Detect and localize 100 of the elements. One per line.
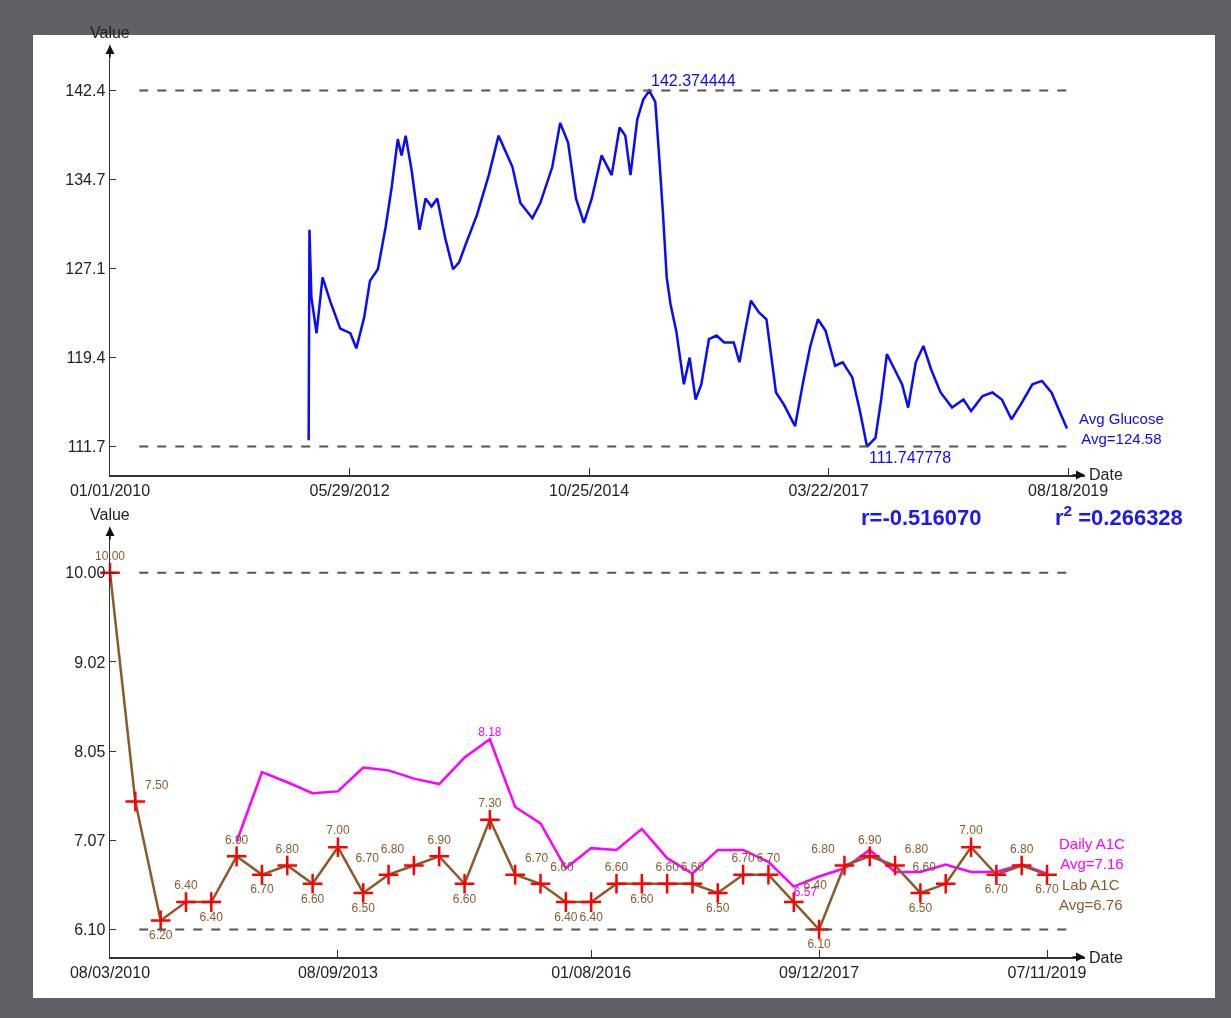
data-label: 7.00 [959,823,984,838]
point [1010,854,1033,877]
data-label: 6.70 [1035,882,1060,897]
point [225,845,248,868]
y-tick-label: 8.05 [74,742,106,760]
data-label: 7.00 [326,823,350,838]
point [554,891,577,914]
y-tick-label: 9.02 [74,653,106,671]
point [858,845,881,868]
point [833,854,856,877]
x-tick-label: 08/09/2013 [297,963,379,981]
data-label: 6.80 [904,841,929,856]
data-label: 6.80 [275,841,300,856]
x-tick-label: 09/12/2017 [779,963,860,981]
x-tick-label: 05/29/2012 [309,481,390,499]
point [706,881,729,905]
point [934,872,957,895]
point [453,872,476,895]
annotation: r$^{2}$ =0.266328 [1055,502,1183,531]
data-label: 6.60 [550,860,574,875]
y-tick-label: 127.1 [65,260,106,278]
point [402,854,425,877]
point [985,863,1008,886]
data-label: 6.50 [351,900,376,915]
x-axis-title: Date [1089,466,1123,483]
y-axis-title: Value [90,506,130,523]
data-label: 6.60 [630,891,654,906]
point [301,872,324,895]
data-label: 6.40 [174,878,198,893]
data-label: 6.70 [524,850,549,865]
data-label: 6.90 [427,832,452,847]
point [250,863,273,886]
y-tick-label: 111.7 [67,438,106,456]
y-tick-label: 10.00 [65,564,106,582]
x-tick-label: 01/01/2010 [69,481,151,499]
data-label: 6.40 [554,909,578,924]
data-label: 6.70 [984,882,1009,897]
point [276,854,299,877]
series-label: Avg Glucose Avg=124.58 [1079,410,1164,447]
y-tick-label: 119.4 [66,349,106,367]
data-label: 6.80 [811,841,835,856]
data-label: 6.60 [452,891,477,906]
point [377,863,400,886]
annotation: 142.374444 [651,72,736,89]
point [529,872,552,895]
x-tick-label: 08/18/2019 [1028,481,1109,499]
data-label: 6.90 [858,832,882,847]
data-label: 6.40 [199,909,224,924]
data-label: 7.50 [145,777,169,792]
data-label: 6.80 [380,841,405,856]
x-tick-label: 01/08/2016 [551,963,632,981]
series-label: Daily A1C Avg=7.16 [1059,835,1126,872]
series-label: Lab A1C Avg=6.76 [1059,876,1123,913]
x-tick-label: 07/11/2019 [1007,963,1087,981]
point [681,872,704,895]
data-label: 7.30 [478,796,502,811]
x-tick-label: 10/25/2014 [549,481,630,499]
data-label: 6.60 [655,860,680,875]
x-tick-label: 08/03/2010 [69,963,151,981]
point [884,854,907,877]
point [478,808,501,831]
y-tick-label: 7.07 [74,831,106,849]
data-label: 6.10 [807,937,832,952]
x-tick-label: 03/22/2017 [788,481,869,499]
y-tick-label: 6.10 [74,921,106,939]
y-tick-label: 134.7 [65,171,106,189]
point [124,790,147,813]
data-label: 8.18 [478,725,502,740]
data-label: 6.60 [300,891,325,906]
point [732,863,755,886]
point [200,891,223,914]
point [656,872,679,895]
point [757,863,780,886]
point [909,881,932,905]
data-label: 6.50 [908,900,933,915]
data-label: 6.20 [148,928,173,943]
point [149,909,172,932]
line-series [307,89,1069,448]
annotation: r=-0.516070 [861,505,982,530]
x-axis-title: Date [1089,949,1123,966]
data-label: 6.40 [579,909,604,924]
y-tick-label: 142.4 [65,82,106,100]
data-label: 6.50 [706,900,730,915]
point [326,836,349,859]
point [352,881,375,905]
data-label: 6.70 [731,850,756,865]
point [174,891,198,914]
annotation: 111.747778 [869,449,952,466]
point [580,891,603,914]
point [959,836,983,859]
data-label: 6.70 [250,882,274,897]
data-label: 6.60 [604,860,629,875]
data-label: 6.90 [224,832,249,847]
data-label: 6.80 [1010,841,1034,856]
point [1035,863,1059,886]
point [605,872,628,895]
data-label: 6.70 [355,850,380,865]
point [630,872,653,895]
point [428,845,451,868]
point [504,863,527,886]
